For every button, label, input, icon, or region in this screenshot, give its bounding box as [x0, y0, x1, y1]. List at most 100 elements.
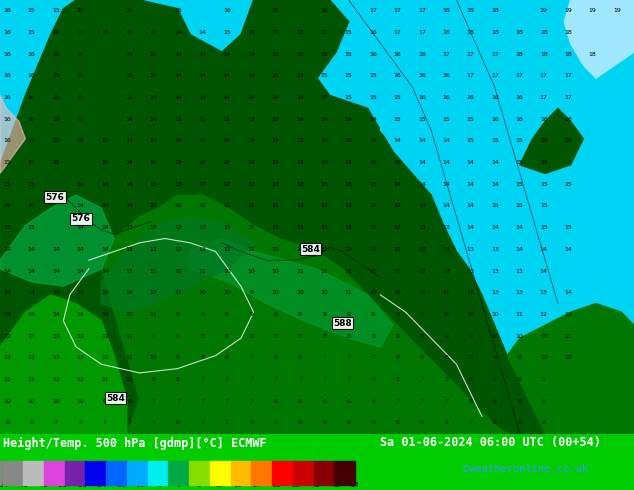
Polygon shape	[101, 195, 507, 434]
Text: 11: 11	[223, 225, 231, 230]
Text: 15: 15	[77, 74, 84, 78]
Text: 14: 14	[52, 247, 60, 252]
Text: 7: 7	[127, 420, 131, 425]
Text: 7: 7	[273, 377, 278, 382]
Text: 14: 14	[77, 269, 84, 273]
Text: 12: 12	[247, 182, 255, 187]
Polygon shape	[190, 239, 393, 347]
Text: 8: 8	[347, 334, 351, 339]
Text: 7: 7	[469, 420, 472, 425]
Text: 13: 13	[443, 225, 450, 230]
Text: 12: 12	[150, 247, 158, 252]
Text: 14: 14	[198, 95, 206, 100]
Text: 11: 11	[174, 290, 182, 295]
Text: 16: 16	[515, 95, 523, 100]
Text: 11: 11	[272, 225, 280, 230]
Text: 14: 14	[443, 182, 450, 187]
Text: 12: 12	[198, 203, 206, 208]
Text: 11: 11	[418, 290, 425, 295]
Text: 14: 14	[77, 225, 84, 230]
Text: 15: 15	[126, 74, 133, 78]
Text: 13: 13	[296, 139, 304, 144]
Text: 13: 13	[320, 182, 328, 187]
Text: 14: 14	[418, 160, 426, 165]
Text: 8: 8	[200, 334, 204, 339]
Text: 14: 14	[150, 139, 158, 144]
Bar	[314, 461, 334, 486]
Text: 11: 11	[320, 269, 328, 273]
Text: 9: 9	[542, 399, 546, 404]
Text: 13: 13	[271, 182, 280, 187]
Text: 10: 10	[198, 290, 206, 295]
Text: 14: 14	[394, 139, 401, 144]
Text: 15: 15	[3, 182, 11, 187]
Text: 14: 14	[198, 52, 206, 57]
Text: 10: 10	[150, 355, 157, 360]
Text: 13: 13	[126, 269, 133, 273]
Text: 15: 15	[52, 117, 60, 122]
Bar	[169, 461, 189, 486]
Text: 12: 12	[174, 225, 182, 230]
Text: 14: 14	[126, 117, 133, 122]
Text: 16: 16	[77, 8, 84, 13]
Text: 15: 15	[3, 203, 11, 208]
Text: 16: 16	[272, 8, 280, 13]
Text: 14: 14	[174, 95, 182, 100]
Text: 15: 15	[101, 290, 108, 295]
Text: 16: 16	[3, 74, 11, 78]
Text: -7: -7	[77, 420, 84, 425]
Text: 12: 12	[198, 225, 206, 230]
Text: 14: 14	[467, 182, 475, 187]
Text: 14: 14	[345, 117, 353, 122]
Text: 14: 14	[150, 74, 158, 78]
Text: -42: -42	[36, 482, 48, 488]
Text: 12: 12	[369, 225, 377, 230]
Text: 9: 9	[176, 312, 180, 317]
Text: 14: 14	[126, 290, 133, 295]
Text: 7: 7	[200, 377, 204, 382]
Text: 14: 14	[52, 312, 60, 317]
Text: 12: 12	[101, 355, 109, 360]
Text: 12: 12	[198, 247, 206, 252]
Text: 13: 13	[345, 182, 353, 187]
Text: 7: 7	[103, 420, 107, 425]
Text: 6: 6	[298, 399, 302, 404]
Text: 15: 15	[28, 160, 36, 165]
Bar	[107, 461, 127, 486]
Text: 10: 10	[223, 290, 231, 295]
Text: 12: 12	[28, 355, 36, 360]
Text: 17: 17	[443, 52, 450, 57]
Bar	[86, 461, 107, 486]
Text: 15: 15	[28, 8, 36, 13]
Text: 16: 16	[320, 8, 328, 13]
Text: 15: 15	[272, 52, 280, 57]
Text: 18: 18	[540, 52, 548, 57]
Text: 13: 13	[515, 269, 523, 273]
Text: 13: 13	[198, 117, 206, 122]
Text: 11: 11	[198, 269, 206, 273]
Text: 7: 7	[152, 399, 155, 404]
Text: -30: -30	[75, 482, 87, 488]
Text: 17: 17	[491, 74, 499, 78]
Text: 17: 17	[369, 8, 377, 13]
Polygon shape	[564, 0, 634, 78]
Text: 12: 12	[394, 225, 401, 230]
Text: 10: 10	[126, 377, 133, 382]
Bar	[3, 461, 23, 486]
Text: 14: 14	[443, 160, 450, 165]
Bar	[189, 461, 210, 486]
Text: 8: 8	[493, 377, 497, 382]
Text: 16: 16	[369, 52, 377, 57]
Text: ©weatheronline.co.uk: ©weatheronline.co.uk	[463, 464, 588, 474]
Text: 16: 16	[3, 95, 11, 100]
Text: 17: 17	[564, 95, 572, 100]
Text: 14: 14	[223, 52, 231, 57]
Text: 13: 13	[52, 355, 60, 360]
Text: 7: 7	[249, 355, 253, 360]
Text: 14: 14	[52, 290, 60, 295]
Text: 13: 13	[515, 290, 523, 295]
Text: 8: 8	[298, 355, 302, 360]
Text: 12: 12	[223, 160, 231, 165]
Text: 7: 7	[249, 377, 253, 382]
Text: 14: 14	[564, 247, 572, 252]
